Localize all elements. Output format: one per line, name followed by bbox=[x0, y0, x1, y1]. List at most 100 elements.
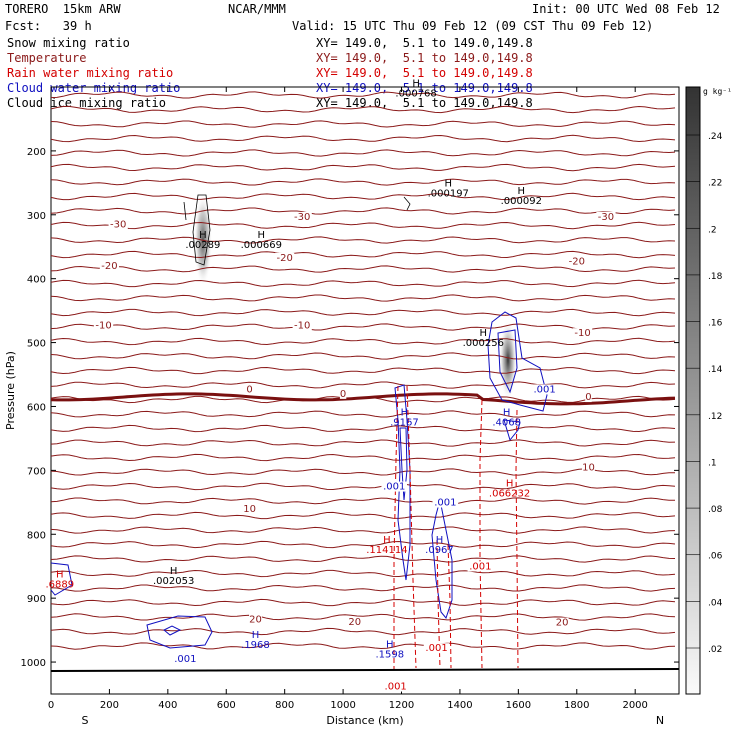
snow-contours bbox=[183, 194, 411, 266]
colorbar-label: .12 bbox=[708, 412, 722, 422]
y-tick-label: 400 bbox=[27, 275, 46, 286]
cloud-water-label-h: H bbox=[503, 408, 511, 419]
temperature-label-bg bbox=[573, 328, 593, 339]
legend-cloud-water: Cloud water mixing ratio bbox=[7, 81, 181, 95]
temperature-label: -30 bbox=[598, 212, 614, 223]
snow-max-label: .000197 bbox=[428, 188, 469, 199]
isotherm-line bbox=[50, 352, 676, 360]
colorbar-label: .1 bbox=[708, 458, 717, 468]
isotherm-line bbox=[50, 134, 676, 143]
y-tick-label: 300 bbox=[27, 211, 46, 222]
isotherm-line bbox=[50, 192, 676, 201]
snow-max-label: .000768 bbox=[395, 89, 436, 100]
x-tick-label: 800 bbox=[275, 700, 294, 711]
cloud-contour-1340 bbox=[431, 499, 453, 620]
temperature-label: 10 bbox=[243, 504, 256, 515]
isotherm-line bbox=[50, 279, 676, 288]
colorbar-label: .02 bbox=[708, 645, 722, 655]
x-tick-label: 600 bbox=[217, 700, 236, 711]
ground-line bbox=[50, 668, 680, 672]
rain-label-h: H bbox=[506, 479, 514, 490]
snow-max-label-h: H bbox=[480, 328, 488, 339]
isotherm-line bbox=[50, 366, 676, 375]
isotherm-line bbox=[50, 613, 676, 621]
cloud-contour-1560-inner bbox=[497, 329, 518, 394]
rain-contour-1200-west bbox=[393, 385, 399, 670]
rain-label: .6889 bbox=[45, 579, 74, 590]
snow-max-label: .00289 bbox=[185, 240, 220, 251]
snow-max-label: .000256 bbox=[463, 338, 504, 349]
cloud-water-label-h: H bbox=[401, 408, 409, 419]
y-axis-label: Pressure (hPa) bbox=[4, 351, 17, 430]
x-tick-label: 0 bbox=[48, 700, 54, 711]
x-tick-label: 400 bbox=[158, 700, 177, 711]
snow-contour-west-2 bbox=[183, 201, 187, 221]
temperature-label: -10 bbox=[574, 328, 590, 339]
temperature-label: -20 bbox=[569, 257, 585, 268]
rain-label-h: H bbox=[56, 569, 64, 580]
rain-label: .114114 bbox=[366, 545, 407, 556]
isotherm-line bbox=[50, 584, 676, 592]
snow-max-label: .000092 bbox=[501, 196, 542, 207]
cloud-water-contours bbox=[50, 311, 548, 649]
temperature-label-bg bbox=[339, 388, 347, 399]
temperature-label-bg bbox=[555, 617, 569, 628]
colorbar-label: .22 bbox=[708, 179, 722, 189]
org-label: NCAR/MMM bbox=[228, 2, 286, 16]
isotherm-line bbox=[50, 598, 676, 607]
colorbar-label: .2 bbox=[708, 225, 717, 235]
temperature-label: 0 bbox=[585, 392, 591, 403]
cloud-contour-400-inner bbox=[163, 625, 182, 636]
temperature-label: 20 bbox=[249, 614, 262, 625]
isotherm-line bbox=[50, 497, 675, 505]
isotherm-line bbox=[50, 511, 676, 520]
south-label: S bbox=[82, 714, 89, 727]
isotherm-line bbox=[50, 540, 676, 549]
cloud-water-label: .001 bbox=[174, 654, 196, 665]
axes: 0 200 400 600 800 1000 1200 1400 1600 1800 2000200… bbox=[4, 87, 679, 727]
colorbar-ticks: .24 .22 .2 .18 .16 .14 .12 .1 .08 .06 .04 .02 bbox=[686, 132, 723, 655]
model-title: TORERO 15km ARW bbox=[5, 2, 121, 16]
isotherm-line bbox=[50, 91, 676, 99]
cloud-water-label: .001 bbox=[383, 482, 405, 493]
rain-label-bg bbox=[467, 561, 494, 572]
cloud-water-label: .1598 bbox=[376, 650, 405, 661]
temperature-label-bg bbox=[348, 616, 362, 627]
temperature-label: -10 bbox=[294, 321, 310, 332]
valid-time: Valid: 15 UTC Thu 09 Feb 12 (09 CST Thu … bbox=[292, 19, 654, 33]
legend-snow: Snow mixing ratio bbox=[7, 36, 130, 50]
init-time: Init: 00 UTC Wed 08 Feb 12 bbox=[532, 2, 720, 16]
cloud-water-label: .1968 bbox=[241, 640, 270, 651]
legend-rain-xy: XY= 149.0, 5.1 to 149.0,149.8 bbox=[316, 66, 533, 80]
isotherm-line bbox=[50, 323, 676, 331]
cloud-contour-1560 bbox=[487, 311, 548, 412]
temperature-label-bg bbox=[243, 503, 257, 514]
contour-labels: -30 -30 -30 -20 -20 -20 -10 -10 -10 0 0 0 10 10 20 20 20… bbox=[45, 79, 616, 693]
rain-contour-1620 bbox=[515, 409, 519, 669]
freezing-isotherm bbox=[50, 392, 676, 406]
plot-frame bbox=[50, 86, 680, 695]
temperature-isotherms bbox=[50, 91, 676, 650]
cloud-water-label-bg bbox=[432, 497, 459, 508]
rain-label: .001 bbox=[425, 643, 447, 654]
x-tick-label: 1600 bbox=[506, 700, 531, 711]
isotherm-line bbox=[50, 424, 676, 433]
temperature-label-bg bbox=[93, 320, 114, 331]
x-axis-label: Distance (km) bbox=[326, 714, 403, 727]
rain-label: .066232 bbox=[489, 489, 530, 500]
isotherm-line bbox=[50, 294, 676, 302]
cloud-water-label: .0967 bbox=[425, 545, 454, 556]
isotherm-line bbox=[50, 410, 676, 418]
temperature-label-bg bbox=[582, 462, 595, 473]
y-tick-label: 800 bbox=[27, 530, 46, 541]
x-tick-label: 1800 bbox=[564, 700, 589, 711]
snow-max-label-h: H bbox=[412, 79, 420, 90]
cloud-water-label-bg bbox=[381, 481, 408, 492]
x-tick-label: 200 bbox=[100, 700, 119, 711]
snow-max-label-h: H bbox=[170, 566, 178, 577]
isotherm-line bbox=[50, 482, 676, 491]
temperature-label-bg bbox=[585, 392, 592, 403]
temperature-label: -20 bbox=[277, 253, 293, 264]
snow-max-label-h: H bbox=[444, 178, 452, 189]
